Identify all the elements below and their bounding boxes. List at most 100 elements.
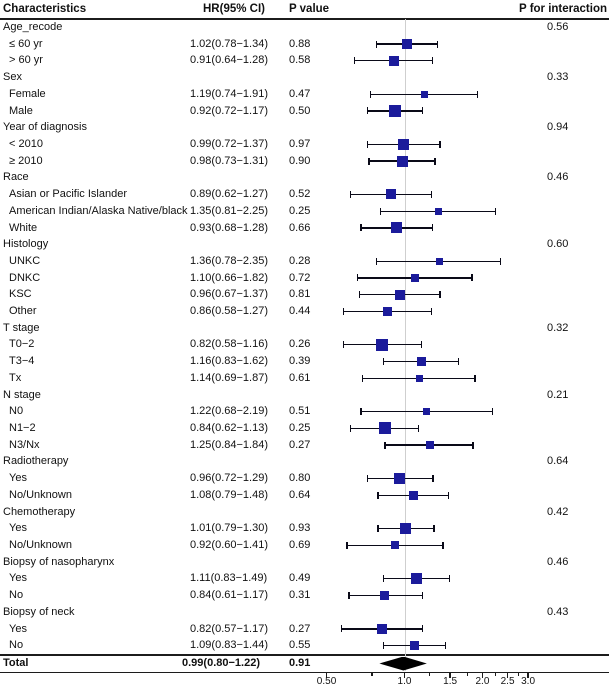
group-row: Radiotherapy 0.64 [0, 453, 609, 470]
ci-cap [380, 207, 382, 215]
hr-ci-value: 1.01(0.79−1.30) [190, 522, 268, 535]
forest-row: Asian or Pacific Islander 0.89(0.62−1.27)… [0, 186, 609, 203]
forest-row: White 0.93(0.68−1.28) 0.66 [0, 220, 609, 237]
hr-marker [378, 422, 391, 435]
ci-cap [362, 374, 364, 382]
ci-cap [431, 224, 433, 232]
p-value: 0.44 [289, 305, 311, 318]
forest-row: Other 0.86(0.58−1.27) 0.44 [0, 303, 609, 320]
total-row: Total 0.99(0.80−1.22) 0.91 [0, 655, 609, 672]
forest-row: Tx 1.14(0.69−1.87) 0.61 [0, 370, 609, 387]
group-row: T stage 0.32 [0, 320, 609, 337]
ci-cap [421, 625, 423, 633]
p-value: 0.39 [289, 355, 311, 368]
p-value: 0.80 [289, 472, 311, 485]
ci-cap [382, 358, 385, 366]
ci-cap [439, 140, 441, 148]
p-value: 0.90 [289, 154, 311, 167]
ci-cap [421, 107, 423, 115]
hr-marker [425, 441, 434, 450]
row-label: No [9, 639, 24, 652]
hr-ci-value: 0.96(0.72−1.29) [190, 472, 268, 485]
axis-tick-label: 1.5 [443, 676, 458, 687]
p-value: 0.27 [289, 622, 311, 635]
hr-marker [400, 523, 412, 535]
ci-cap [476, 90, 478, 98]
p-value: 0.25 [289, 204, 311, 217]
ci-cap [431, 57, 433, 65]
ci-cap [436, 40, 439, 48]
ci-cap [417, 424, 419, 432]
forest-row: Yes 0.82(0.57−1.17) 0.27 [0, 621, 609, 638]
hr-marker [408, 490, 418, 500]
axis-major-tick [481, 673, 484, 678]
ci-cap [366, 475, 369, 482]
hr-ci-value: 1.10(0.66−1.82) [190, 271, 268, 284]
p-value: 0.58 [289, 54, 311, 67]
hr-marker [380, 590, 390, 600]
forest-row: > 60 yr 0.91(0.64−1.28) 0.58 [0, 52, 609, 69]
hr-ci-value: 0.98(0.73−1.31) [190, 154, 268, 167]
total-diamond [379, 656, 427, 671]
hr-ci-value: 1.22(0.68−2.19) [190, 405, 268, 418]
hr-marker [434, 207, 442, 215]
hr-ci-value: 0.92(0.60−1.41) [190, 539, 268, 551]
hr-marker [423, 408, 431, 416]
forest-row: DNKC 1.10(0.66−1.82) 0.72 [0, 270, 609, 287]
hr-marker [377, 623, 388, 634]
p-value: 0.97 [289, 137, 311, 150]
header-hr-ci: HR(95% CI) [203, 3, 265, 15]
p-value: 0.25 [289, 422, 311, 435]
hr-marker [416, 357, 426, 367]
total-label: Total [3, 657, 29, 669]
ci-cap [377, 491, 379, 499]
row-label: Yes [9, 572, 27, 585]
p-value: 0.64 [289, 488, 311, 501]
hr-marker [383, 306, 393, 316]
group-row: Race 0.46 [0, 169, 609, 186]
p-interaction-value: 0.46 [547, 555, 569, 568]
ci-cap [342, 307, 344, 315]
hr-ci-value: 1.36(0.78−2.35) [190, 254, 268, 267]
ci-cap [495, 207, 497, 215]
row-label: Age_recode [3, 21, 63, 33]
ci-cap [375, 40, 378, 48]
ci-cap [447, 491, 450, 499]
p-value: 0.93 [289, 522, 311, 535]
ci-cap [492, 408, 494, 416]
row-label: T stage [3, 321, 40, 334]
ci-cap [430, 190, 433, 198]
p-value: 0.27 [289, 438, 311, 451]
row-label: ≤ 60 yr [9, 37, 43, 50]
ci-cap [357, 274, 359, 282]
row-label: N1−2 [9, 422, 36, 435]
total-top-rule [0, 654, 609, 656]
row-label: UNKC [9, 254, 41, 267]
group-row: Year of diagnosis 0.94 [0, 119, 609, 136]
row-label: Biopsy of nasopharynx [3, 555, 115, 568]
forest-row: Yes 1.01(0.79−1.30) 0.93 [0, 520, 609, 537]
row-label: Other [9, 305, 37, 318]
row-label: T0−2 [9, 338, 35, 351]
hr-marker [388, 55, 399, 66]
p-value: 0.72 [289, 271, 311, 284]
total-hr-ci: 0.99(0.80−1.22) [182, 657, 260, 669]
forest-row: Female 1.19(0.74−1.91) 0.47 [0, 86, 609, 103]
forest-row: N1−2 0.84(0.62−1.13) 0.25 [0, 420, 609, 437]
ci-cap [342, 341, 344, 349]
header-p-value: P value [289, 3, 330, 15]
row-label: Radiotherapy [3, 455, 69, 468]
ci-cap [421, 591, 423, 599]
p-interaction-value: 0.94 [547, 121, 569, 134]
hr-marker [394, 473, 406, 484]
row-label: T3−4 [9, 355, 35, 368]
ci-cap [350, 424, 352, 432]
hr-ci-value: 1.19(0.74−1.91) [190, 87, 268, 100]
row-label: < 2010 [9, 137, 43, 150]
forest-row: No/Unknown 0.92(0.60−1.41) 0.69 [0, 537, 609, 554]
header-characteristics: Characteristics [3, 3, 87, 15]
axis-tick-label: 1.0 [397, 676, 412, 687]
p-value: 0.66 [289, 221, 311, 234]
row-label: No/Unknown [9, 488, 72, 501]
